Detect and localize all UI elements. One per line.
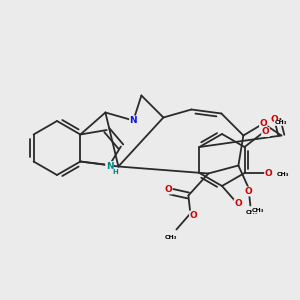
Text: O: O bbox=[260, 119, 267, 128]
Text: N: N bbox=[130, 116, 137, 125]
Text: O: O bbox=[190, 211, 197, 220]
Text: N: N bbox=[106, 162, 113, 171]
Text: CH₃: CH₃ bbox=[246, 211, 258, 215]
Text: CH₃: CH₃ bbox=[252, 208, 265, 213]
Text: CH₃: CH₃ bbox=[276, 172, 289, 178]
Text: CH₃: CH₃ bbox=[274, 121, 287, 125]
Text: O: O bbox=[262, 128, 269, 136]
Text: O: O bbox=[244, 187, 252, 196]
Text: H: H bbox=[112, 169, 118, 175]
Text: O: O bbox=[271, 115, 278, 124]
Text: CH₃: CH₃ bbox=[165, 235, 178, 240]
Text: O: O bbox=[164, 185, 172, 194]
Text: O: O bbox=[265, 169, 272, 178]
Text: O: O bbox=[234, 200, 242, 208]
